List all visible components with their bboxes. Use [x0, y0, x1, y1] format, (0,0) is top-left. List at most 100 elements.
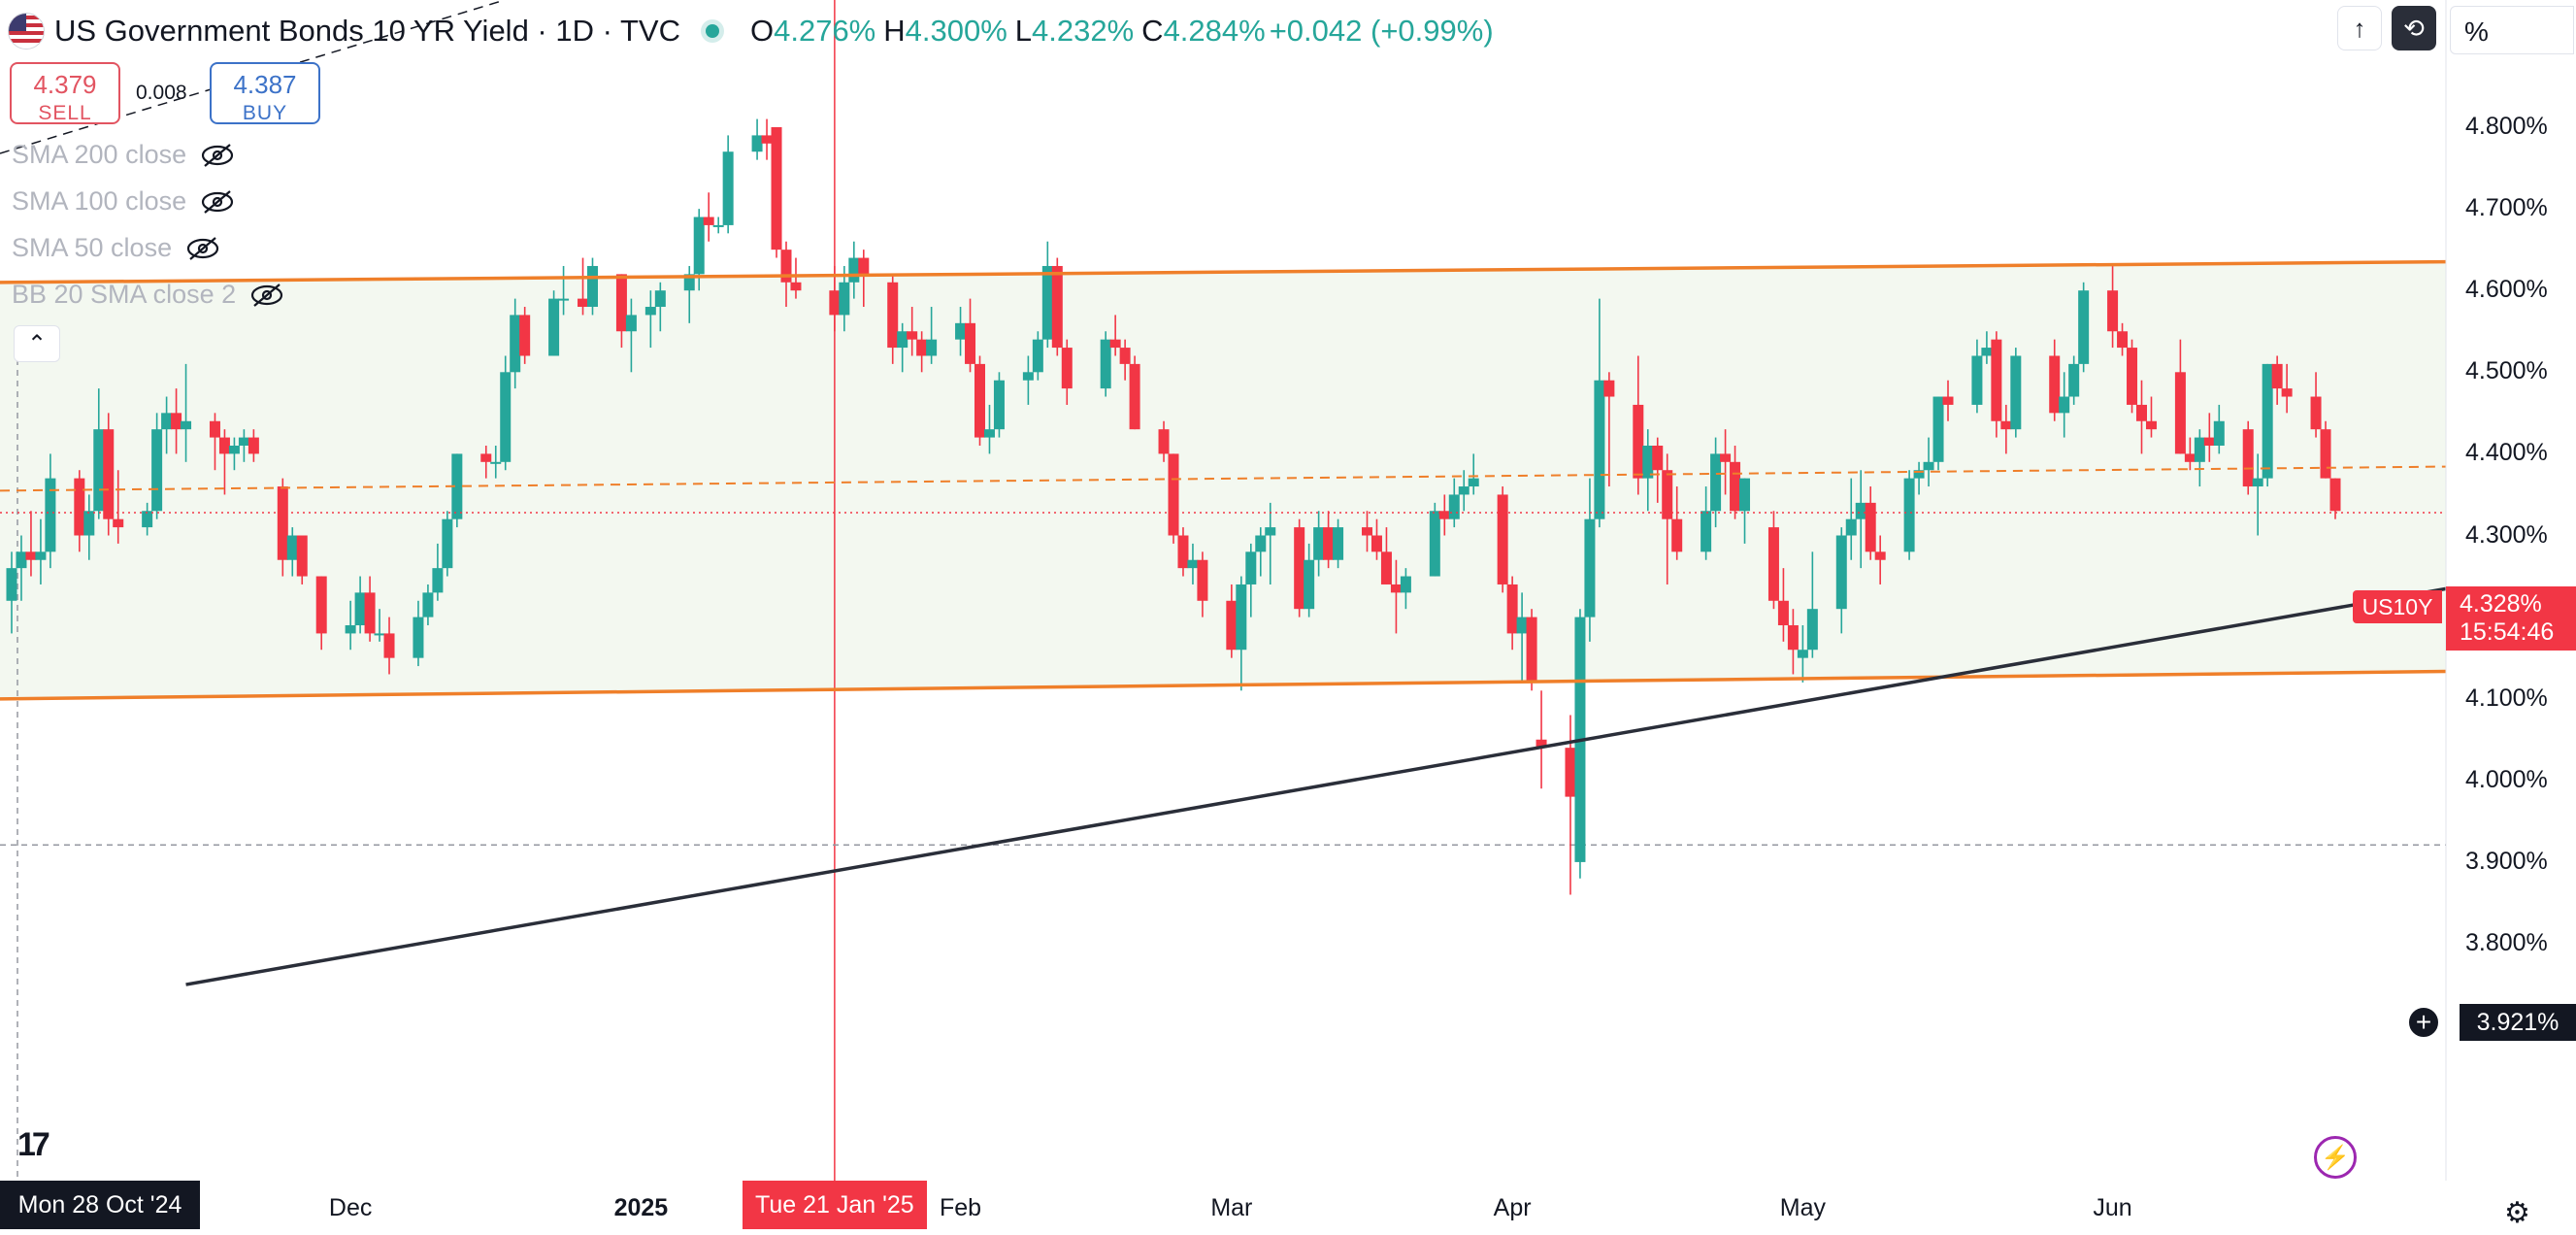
candle-body-up[interactable] — [1333, 527, 1344, 560]
lightning-icon[interactable]: ⚡ — [2314, 1136, 2357, 1179]
candle-body-up[interactable] — [1236, 584, 1247, 651]
candle-body-up[interactable] — [1041, 265, 1053, 340]
candle-body-down[interactable] — [2000, 420, 2012, 430]
candle-body-up[interactable] — [1516, 617, 1528, 634]
candle-body-down[interactable] — [2049, 355, 2061, 414]
candle-body-up[interactable] — [1400, 576, 1411, 593]
candle-body-down[interactable] — [2107, 290, 2119, 332]
candle-body-up[interactable] — [2194, 437, 2205, 462]
candle-body-down[interactable] — [1671, 518, 1683, 552]
candle-body-down[interactable] — [1362, 527, 1372, 536]
candle-body-up[interactable] — [181, 420, 192, 430]
candle-body-up[interactable] — [490, 461, 502, 464]
candle-body-up[interactable] — [161, 413, 173, 430]
candle-body-down[interactable] — [1226, 600, 1238, 651]
candle-body-up[interactable] — [983, 429, 995, 438]
candle-body-up[interactable] — [722, 151, 734, 225]
candle-body-up[interactable] — [345, 625, 356, 634]
candle-body-down[interactable] — [1294, 527, 1305, 610]
candle-body-up[interactable] — [422, 592, 434, 618]
candle-body-down[interactable] — [1603, 380, 1615, 397]
candle-body-down[interactable] — [2117, 331, 2129, 349]
candle-body-up[interactable] — [1429, 511, 1440, 577]
candle-body-down[interactable] — [1874, 551, 1886, 560]
candle-body-down[interactable] — [1730, 461, 1741, 512]
candle-body-down[interactable] — [2242, 429, 2254, 487]
candle-body-down[interactable] — [2320, 429, 2331, 479]
candle-body-down[interactable] — [1777, 600, 1789, 626]
candle-body-up[interactable] — [286, 535, 298, 560]
candle-body-up[interactable] — [2213, 420, 2225, 446]
candle-body-down[interactable] — [578, 298, 589, 308]
eye-hidden-icon[interactable] — [249, 283, 284, 308]
candle-body-up[interactable] — [83, 511, 95, 536]
sell-button[interactable]: 4.379 SELL — [10, 62, 120, 124]
market-status-dot[interactable] — [705, 24, 719, 38]
candle-body-down[interactable] — [171, 413, 182, 430]
candle-body-up[interactable] — [1797, 650, 1808, 658]
candle-body-down[interactable] — [965, 322, 976, 364]
candle-body-up[interactable] — [1468, 478, 1479, 487]
candle-body-up[interactable] — [625, 315, 637, 332]
tradingview-logo[interactable]: 17 — [17, 1126, 50, 1163]
candle-body-up[interactable] — [1245, 551, 1257, 584]
candle-body-down[interactable] — [2281, 388, 2293, 397]
channel-mid-line[interactable] — [0, 465, 2447, 492]
candle-body-down[interactable] — [480, 453, 492, 462]
candle-body-up[interactable] — [2078, 290, 2090, 364]
candle-body-up[interactable] — [1100, 339, 1111, 389]
candle-body-up[interactable] — [1971, 355, 1983, 405]
candle-body-down[interactable] — [2310, 396, 2322, 430]
candle-body-up[interactable] — [1845, 518, 1857, 536]
candle-body-down[interactable] — [209, 420, 220, 438]
candle-body-up[interactable] — [1448, 494, 1460, 519]
candle-body-up[interactable] — [587, 265, 598, 308]
candle-body-up[interactable] — [751, 135, 763, 152]
candle-body-down[interactable] — [1942, 396, 1954, 405]
candle-body-down[interactable] — [2136, 404, 2147, 421]
candle-body-down[interactable] — [2174, 372, 2186, 454]
candle-body-up[interactable] — [451, 453, 463, 519]
settings-gear-icon[interactable]: ⚙ — [2504, 1197, 2530, 1229]
channel-upper-line[interactable] — [0, 259, 2447, 284]
candle-body-down[interactable] — [974, 363, 985, 438]
indicator-sma-50[interactable]: SMA 50 close — [12, 233, 220, 263]
candle-body-down[interactable] — [1720, 453, 1732, 462]
candle-body-down[interactable] — [315, 576, 327, 634]
candle-body-up[interactable] — [35, 551, 47, 560]
candle-body-down[interactable] — [1865, 502, 1876, 552]
candle-body-up[interactable] — [654, 290, 666, 308]
candle-body-down[interactable] — [1323, 527, 1335, 560]
candle-body-up[interactable] — [839, 282, 850, 316]
candle-body-up[interactable] — [500, 372, 512, 462]
candle-body-down[interactable] — [113, 518, 124, 528]
candle-body-up[interactable] — [1265, 527, 1276, 536]
candle-body-down[interactable] — [25, 551, 37, 560]
candle-body-down[interactable] — [1652, 445, 1664, 471]
candle-body-up[interactable] — [238, 437, 249, 446]
replay-button[interactable]: ⟲ — [2392, 6, 2436, 50]
candle-body-up[interactable] — [432, 568, 444, 593]
candle-body-down[interactable] — [1565, 748, 1576, 797]
indicator-sma-200[interactable]: SMA 200 close — [12, 140, 235, 170]
candle-body-up[interactable] — [93, 429, 105, 512]
candle-body-up[interactable] — [374, 633, 385, 636]
candle-body-down[interactable] — [761, 135, 773, 144]
eye-hidden-icon[interactable] — [200, 189, 235, 215]
candle-body-up[interactable] — [1594, 380, 1605, 519]
candle-body-down[interactable] — [916, 339, 928, 356]
candle-body-down[interactable] — [1129, 363, 1140, 430]
candle-body-up[interactable] — [926, 339, 938, 356]
indicator-bb-20[interactable]: BB 20 SMA close 2 — [12, 280, 284, 310]
candle-body-down[interactable] — [277, 486, 288, 560]
candle-body-down[interactable] — [1497, 494, 1508, 584]
candle-body-down[interactable] — [248, 437, 259, 454]
candle-body-down[interactable] — [771, 127, 782, 250]
candle-body-up[interactable] — [1932, 396, 1944, 462]
candle-body-down[interactable] — [615, 274, 627, 332]
candle-body-up[interactable] — [1642, 445, 1654, 479]
candle-body-up[interactable] — [848, 257, 860, 283]
candle-body-down[interactable] — [218, 437, 230, 454]
candle-body-up[interactable] — [2059, 396, 2070, 414]
